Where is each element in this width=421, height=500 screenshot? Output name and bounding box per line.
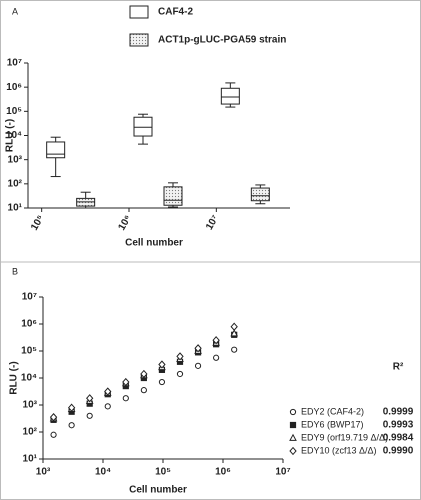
- y-tick-label: 10⁶: [21, 319, 37, 330]
- x-tick-label: 10⁴: [95, 467, 111, 478]
- y-tick-label: 10⁴: [21, 373, 37, 384]
- box: [133, 116, 153, 137]
- legend-swatch: [129, 33, 149, 47]
- y-tick-label: 10²: [8, 178, 23, 189]
- y-tick-label: 10²: [23, 427, 38, 438]
- point: [122, 395, 129, 402]
- box: [163, 186, 183, 206]
- y-tick-label: 10¹: [8, 203, 23, 214]
- point: [194, 344, 202, 353]
- point: [213, 354, 220, 361]
- point: [49, 412, 58, 422]
- y-tick-label: 10⁶: [6, 82, 22, 93]
- legend-marker: [289, 446, 297, 456]
- x-tick-label: 10³: [36, 467, 51, 478]
- point: [140, 369, 148, 379]
- y-axis-label: RLU (-): [9, 361, 20, 394]
- point: [230, 329, 239, 337]
- point: [50, 431, 57, 438]
- r2-value: 0.9993: [383, 420, 414, 431]
- legend-label: ACT1p-gLUC-PGA59 strain: [158, 35, 286, 46]
- r2-value: 0.9990: [383, 446, 414, 457]
- legend-marker: [289, 421, 297, 429]
- point: [230, 322, 238, 331]
- legend-marker: [289, 433, 297, 441]
- point: [122, 377, 130, 387]
- point: [86, 394, 94, 403]
- r2-header: R²: [393, 362, 404, 373]
- point: [212, 336, 220, 345]
- x-tick-label: 10⁵: [29, 213, 47, 232]
- box: [46, 141, 66, 159]
- point: [140, 387, 147, 394]
- box: [250, 187, 270, 202]
- panel-label: B: [12, 266, 18, 276]
- point: [231, 346, 238, 353]
- point: [86, 412, 93, 419]
- legend-label: EDY9 (orf19.719 Δ/Δ): [301, 432, 388, 442]
- legend-label: CAF4-2: [158, 7, 193, 18]
- legend-label: EDY10 (zcf13 Δ/Δ): [301, 445, 377, 455]
- x-tick-label: 10⁶: [116, 213, 133, 232]
- r2-value: 0.9984: [383, 433, 414, 444]
- point: [194, 362, 202, 369]
- point: [158, 378, 166, 386]
- y-tick-label: 10³: [8, 154, 23, 165]
- panel-label: A: [12, 6, 18, 16]
- legend-marker: [289, 408, 297, 416]
- x-tick-label: 10⁷: [204, 213, 221, 232]
- y-tick-label: 10⁵: [6, 106, 22, 117]
- x-axis-label: Cell number: [129, 485, 187, 496]
- x-tick-label: 10⁵: [155, 467, 171, 478]
- legend-label: EDY6 (BWP17): [301, 419, 364, 429]
- legend-swatch: [129, 5, 149, 19]
- y-tick-label: 10³: [23, 400, 38, 411]
- point: [104, 403, 111, 410]
- y-tick-label: 10⁴: [6, 130, 22, 141]
- y-tick-label: 10⁷: [22, 292, 37, 303]
- point: [67, 403, 76, 412]
- y-tick-label: 10⁵: [21, 346, 37, 357]
- point: [176, 352, 184, 361]
- legend-label: EDY2 (CAF4-2): [301, 406, 364, 416]
- y-axis-label: RLU (-): [5, 119, 16, 152]
- point: [104, 387, 112, 396]
- x-tick-label: 10⁶: [215, 467, 231, 478]
- x-tick-label: 10⁷: [275, 467, 290, 478]
- point: [176, 370, 184, 378]
- y-tick-label: 10¹: [23, 454, 38, 465]
- r2-value: 0.9999: [383, 407, 414, 418]
- point: [68, 422, 75, 429]
- box: [220, 87, 240, 105]
- x-axis-label: Cell number: [125, 238, 183, 249]
- point: [158, 360, 166, 369]
- y-tick-label: 10⁷: [7, 58, 22, 69]
